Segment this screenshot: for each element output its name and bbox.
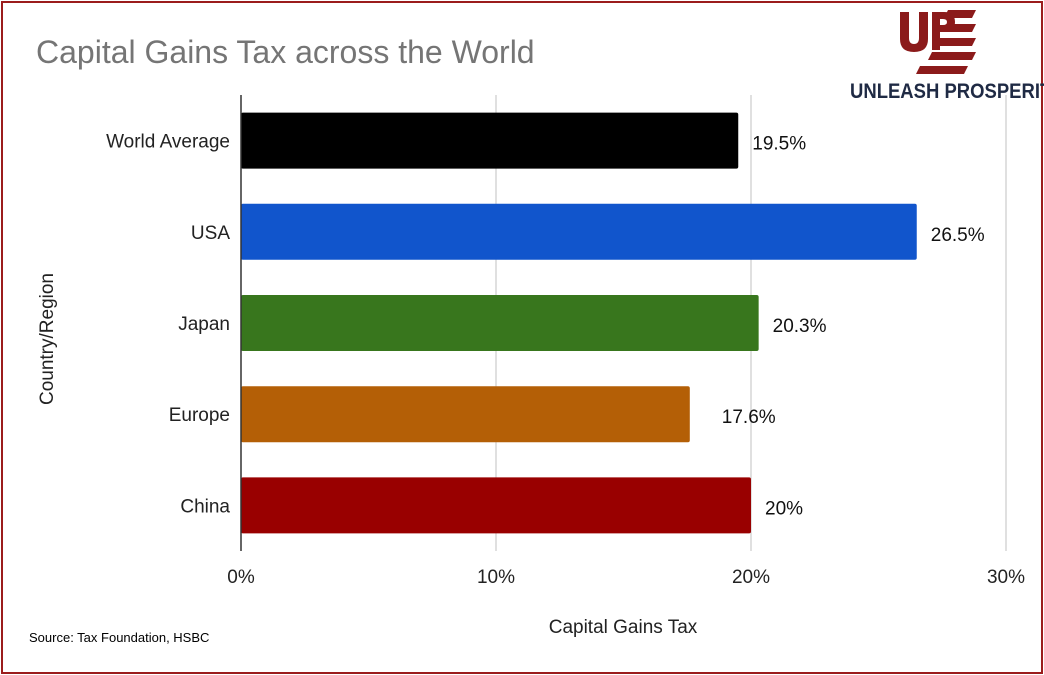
value-label: 26.5% (931, 225, 985, 246)
x-axis-title: Capital Gains Tax (549, 617, 698, 638)
category-label: USA (191, 223, 230, 244)
bar-japan (241, 295, 759, 351)
x-tick-label: 10% (477, 567, 515, 588)
x-tick-label: 20% (732, 567, 770, 588)
x-tick-label: 30% (987, 567, 1025, 588)
bar-world-average (241, 112, 739, 169)
bar-china (241, 477, 751, 534)
y-axis-title: Country/Region (37, 273, 58, 405)
value-labels: 19.5% 26.5% 20.3% 17.6% 20% (722, 134, 985, 520)
bar-usa (241, 203, 917, 260)
value-label: 19.5% (752, 134, 806, 155)
category-label: World Average (106, 132, 230, 153)
bars (241, 112, 917, 534)
category-label: Europe (169, 405, 230, 426)
category-labels: World Average USA Japan Europe China (106, 132, 230, 518)
x-tick-labels: 0% 10% 20% 30% (227, 567, 1025, 588)
value-label: 20% (765, 498, 803, 519)
category-label: Japan (178, 314, 230, 335)
logo-text: UNLEASH PROSPERITY (850, 80, 1044, 103)
value-label: 20.3% (773, 316, 827, 337)
unleash-prosperity-logo: UNLEASH PROSPERITY (836, 4, 1044, 110)
chart-title: Capital Gains Tax across the World (36, 34, 535, 70)
category-label: China (180, 496, 230, 517)
bar-europe (241, 386, 690, 443)
value-label: 17.6% (722, 407, 776, 428)
x-tick-label: 0% (227, 567, 255, 588)
source-note: Source: Tax Foundation, HSBC (29, 630, 210, 645)
up-flag-logo-mark (900, 10, 976, 74)
